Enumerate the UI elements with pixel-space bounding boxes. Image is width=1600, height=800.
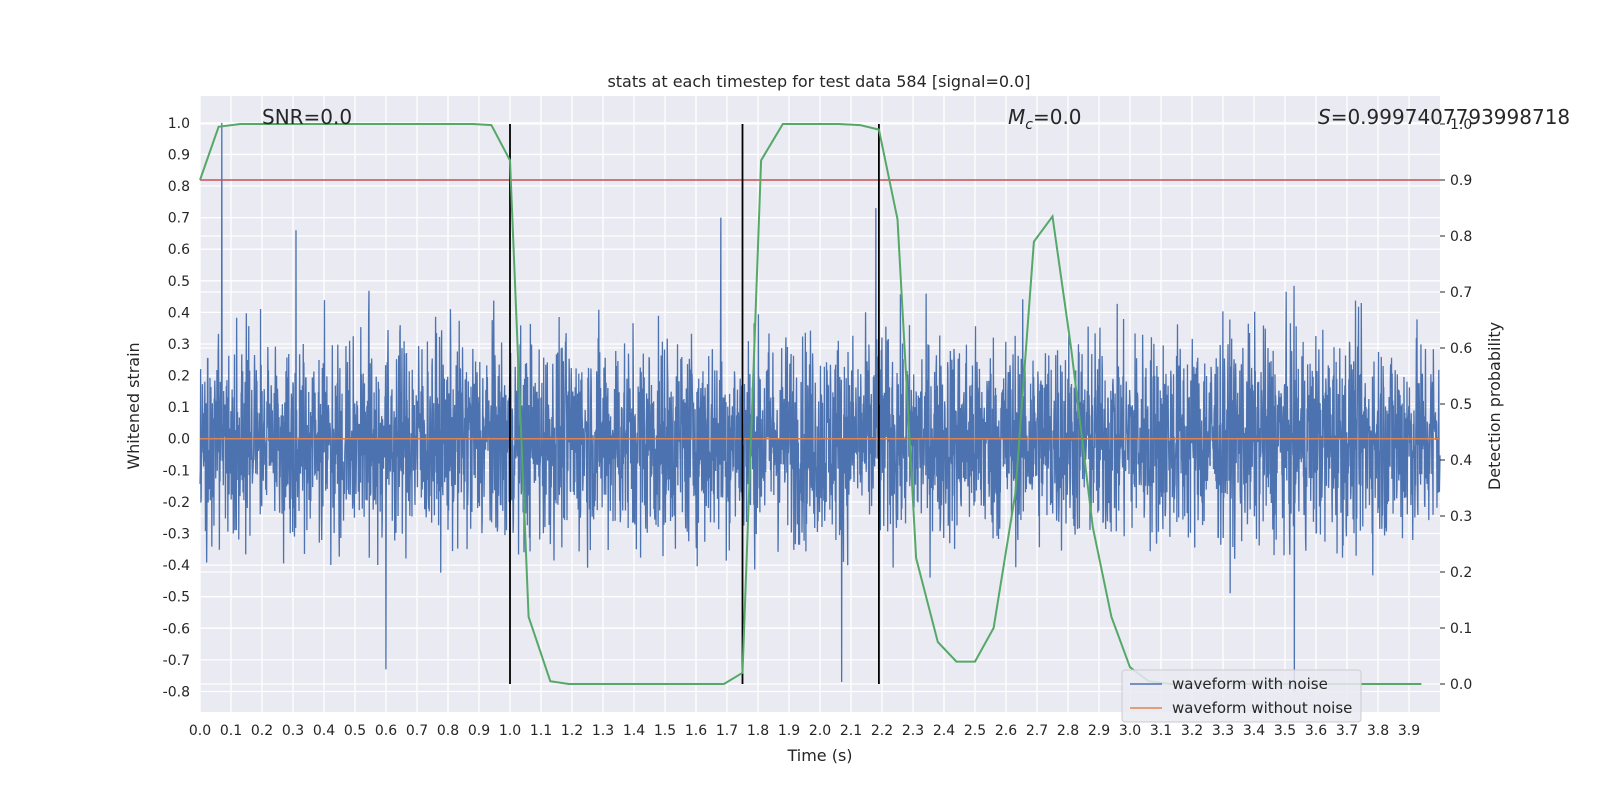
x-tick-label: 0.5 [344, 723, 366, 739]
y2-tick-label: 0.2 [1450, 565, 1472, 581]
x-tick-label: 3.0 [1119, 723, 1141, 739]
x-tick-label: 3.5 [1274, 723, 1296, 739]
series-waveform-with-noise [199, 122, 1441, 692]
x-tick-label: 3.1 [1150, 723, 1172, 739]
score-annotation: S=0.9997407793998718 [1318, 105, 1570, 129]
x-tick-label: 2.2 [871, 723, 893, 739]
chirp-mass-subscript: c [1025, 117, 1033, 133]
y-tick-label: -0.3 [163, 527, 190, 543]
x-tick-label: 0.9 [468, 723, 490, 739]
chart-title: stats at each timestep for test data 584… [607, 72, 1030, 91]
y-tick-label: -0.2 [163, 495, 190, 511]
x-tick-label: 3.3 [1212, 723, 1234, 739]
x-tick-label: 1.5 [654, 723, 676, 739]
x-tick-label: 1.4 [623, 723, 645, 739]
y-tick-label: 0.2 [168, 369, 190, 385]
y2-tick-label: 0.3 [1450, 509, 1472, 525]
y2-tick-label: 0.1 [1450, 621, 1472, 637]
y-tick-label: 0.1 [168, 400, 190, 416]
x-tick-label: 0.6 [375, 723, 397, 739]
x-tick-label: 2.9 [1088, 723, 1110, 739]
chirp-mass-symbol: M [1008, 105, 1025, 129]
x-tick-label: 1.2 [561, 723, 583, 739]
x-tick-label: 1.1 [530, 723, 552, 739]
x-tick-label: 0.4 [313, 723, 335, 739]
chirp-mass-value: =0.0 [1033, 105, 1082, 129]
legend: waveform with noise waveform without noi… [1121, 669, 1362, 723]
x-tick-label: 1.6 [685, 723, 707, 739]
chirp-mass-annotation: Mc=0.0 [1008, 105, 1082, 133]
y-axis-label: Whitened strain [124, 342, 143, 469]
y2-tick-label: 0.9 [1450, 173, 1472, 189]
x-tick-label: 2.1 [840, 723, 862, 739]
x-tick-label: 3.9 [1398, 723, 1420, 739]
x-tick-label: 0.3 [282, 723, 304, 739]
x-tick-label: 3.4 [1243, 723, 1265, 739]
x-tick-label: 0.7 [406, 723, 428, 739]
y-tick-label: 1.0 [168, 116, 190, 132]
x-tick-label: 2.4 [933, 723, 955, 739]
y-tick-label: -0.5 [163, 590, 190, 606]
legend-label-clean: waveform without noise [1172, 699, 1352, 717]
x-tick-label: 0.2 [251, 723, 273, 739]
x-axis-label: Time (s) [786, 746, 852, 765]
y-tick-label: -0.7 [163, 653, 190, 669]
y2-tick-label: 0.8 [1450, 229, 1472, 245]
y-tick-label: -0.8 [163, 684, 190, 700]
y-tick-label: 0.7 [168, 211, 190, 227]
x-tick-label: 2.0 [809, 723, 831, 739]
y-tick-label: -0.4 [163, 558, 190, 574]
y2-tick-label: 0.7 [1450, 285, 1472, 301]
noise-series-layer [199, 122, 1441, 692]
x-tick-label: 1.9 [778, 723, 800, 739]
x-tick-label: 0.0 [189, 723, 211, 739]
x-tick-label: 0.1 [220, 723, 242, 739]
y2-tick-label: 0.5 [1450, 397, 1472, 413]
legend-label-noise: waveform with noise [1172, 675, 1328, 693]
y2-tick-label: 0.0 [1450, 677, 1472, 693]
x-axis-ticks: 0.0 0.1 0.2 0.3 0.4 0.5 0.6 0.7 0.8 0.9 1.0 1.1 1.2 1… [189, 723, 1420, 739]
score-symbol: S [1318, 105, 1331, 129]
x-tick-label: 1.8 [747, 723, 769, 739]
x-tick-label: 2.5 [964, 723, 986, 739]
snr-annotation: SNR=0.0 [262, 105, 352, 129]
y-tick-label: 0.3 [168, 337, 190, 353]
y2-axis-ticks: 0.0 0.1 0.2 0.3 0.4 0.5 0.6 0.7 0.8 0.9 1.0 [1440, 117, 1472, 693]
x-tick-label: 3.6 [1305, 723, 1327, 739]
x-tick-label: 3.7 [1336, 723, 1358, 739]
y-axis-ticks: -0.8 -0.7 -0.6 -0.5 -0.4 -0.3 -0.2 -0.1 0.0 0.1 0.… [163, 116, 190, 701]
x-tick-label: 1.3 [592, 723, 614, 739]
score-value: =0.9997407793998718 [1331, 105, 1570, 129]
x-tick-label: 1.7 [716, 723, 738, 739]
vertical-markers [509, 124, 880, 684]
y-tick-label: 0.5 [168, 274, 190, 290]
x-tick-label: 1.0 [499, 723, 521, 739]
y2-tick-label: 0.6 [1450, 341, 1472, 357]
legend-box [1121, 669, 1362, 723]
y-tick-label: -0.1 [163, 463, 190, 479]
y-tick-label: 0.4 [168, 305, 190, 321]
x-tick-label: 2.3 [902, 723, 924, 739]
x-tick-label: 2.7 [1026, 723, 1048, 739]
x-tick-label: 3.8 [1367, 723, 1389, 739]
x-tick-label: 0.8 [437, 723, 459, 739]
x-tick-label: 2.8 [1057, 723, 1079, 739]
y-tick-label: 0.9 [168, 147, 190, 163]
y2-tick-label: 1.0 [1450, 117, 1472, 133]
y-tick-label: 0.8 [168, 179, 190, 195]
y-tick-label: -0.6 [163, 621, 190, 637]
x-tick-label: 2.6 [995, 723, 1017, 739]
y-tick-label: 0.0 [168, 432, 190, 448]
y2-axis-label: Detection probability [1485, 322, 1504, 490]
y-tick-label: 0.6 [168, 242, 190, 258]
x-tick-label: 3.2 [1181, 723, 1203, 739]
y2-tick-label: 0.4 [1450, 453, 1472, 469]
